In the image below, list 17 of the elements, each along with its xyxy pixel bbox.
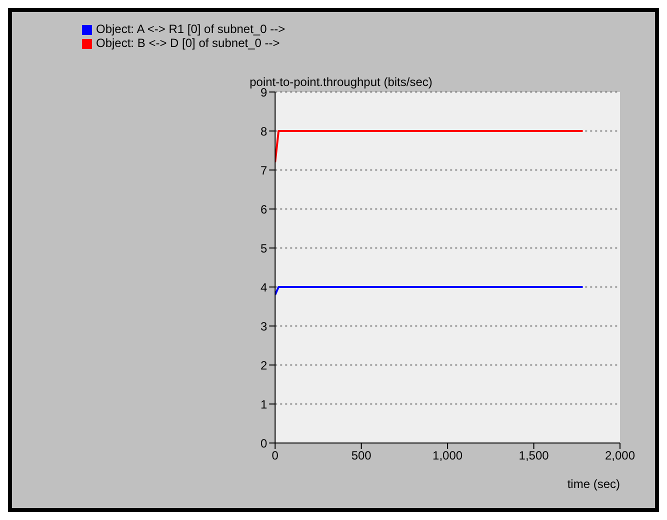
legend-label: Object: A <-> R1 [0] of subnet_0 --> (96, 22, 286, 36)
x-tick-label: 1,500 (518, 448, 550, 463)
x-tick-label: 500 (351, 448, 372, 463)
y-tick-label: 5 (260, 241, 268, 256)
legend-label: Object: B <-> D [0] of subnet_0 --> (96, 36, 280, 50)
y-tick-label: 1 (260, 397, 268, 412)
y-tick-label: 8 (260, 124, 268, 138)
x-tick-label: 1,000 (432, 448, 463, 463)
y-tick-label: 2 (260, 358, 268, 372)
y-tick-label: 0 (260, 436, 268, 450)
x-axis-title: time (sec) (567, 477, 620, 491)
x-tick-label: 2,000 (604, 448, 636, 463)
y-tick-label: 4 (260, 280, 268, 294)
x-tick-label: 0 (272, 448, 279, 463)
y-tick-label: 7 (260, 163, 268, 178)
y-tick-label: 6 (260, 202, 268, 216)
y-tick-label: 3 (260, 319, 268, 334)
